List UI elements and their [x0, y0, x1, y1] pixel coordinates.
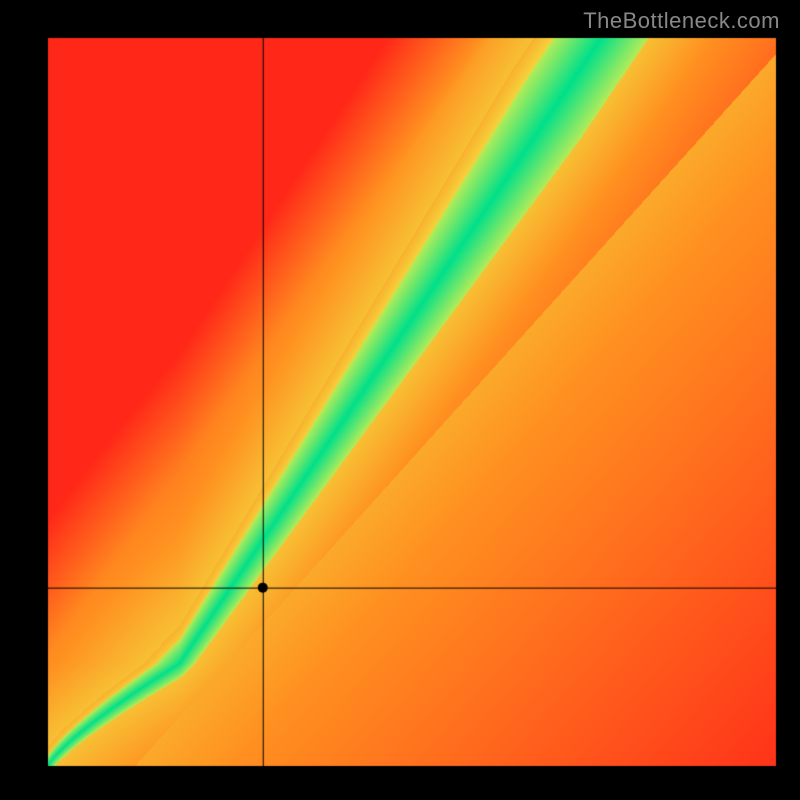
chart-container: TheBottleneck.com	[0, 0, 800, 800]
heatmap-canvas	[0, 0, 800, 800]
attribution-text: TheBottleneck.com	[583, 8, 780, 34]
